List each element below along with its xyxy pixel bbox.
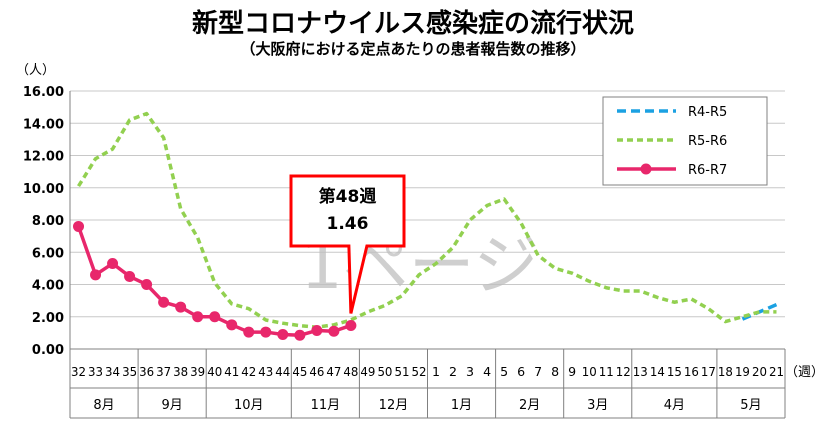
month-label: 3月 <box>587 398 608 413</box>
x-tick-label: 51 <box>394 364 409 379</box>
y-tick-label: 2.00 <box>32 311 64 326</box>
series <box>73 111 778 341</box>
x-tick-label: 50 <box>377 364 392 379</box>
x-tick-label: 35 <box>122 364 137 379</box>
x-tick-label: 21 <box>769 364 784 379</box>
x-tick-label: 4 <box>483 364 491 379</box>
x-tick-label: 33 <box>88 364 103 379</box>
x-tick-label: 34 <box>105 364 120 379</box>
x-tick-label: 11 <box>599 364 614 379</box>
y-tick-label: 10.00 <box>23 182 64 197</box>
callout: 第48週 1.46 <box>289 174 406 314</box>
callout-box <box>289 174 406 314</box>
data-point-R6-R7 <box>107 258 119 270</box>
x-tick-label: 20 <box>752 364 767 379</box>
legend-marker <box>640 163 652 175</box>
x-tick-label: 14 <box>650 364 665 379</box>
month-label: 4月 <box>664 398 685 413</box>
x-tick-label: 6 <box>517 364 525 379</box>
y-tick-label: 16.00 <box>23 85 64 100</box>
x-axis-unit: （週） <box>785 365 824 380</box>
x-tick-label: 2 <box>449 364 457 379</box>
x-tick-label: 49 <box>360 364 375 379</box>
x-tick-label: 39 <box>190 364 205 379</box>
x-tick-label: 13 <box>633 364 648 379</box>
data-point-R6-R7 <box>73 220 85 232</box>
data-point-R6-R7 <box>175 301 187 313</box>
month-label: 10月 <box>234 398 264 413</box>
x-tick-label: 47 <box>326 364 341 379</box>
month-label: 12月 <box>379 398 409 413</box>
data-point-R6-R7 <box>192 311 204 323</box>
data-point-R6-R7 <box>311 324 323 336</box>
callout-week: 第48週 <box>319 186 377 207</box>
x-tick-label: 9 <box>568 364 576 379</box>
callout-value: 1.46 <box>327 214 369 234</box>
y-tick-label: 14.00 <box>23 117 64 132</box>
data-point-R6-R7 <box>277 328 289 340</box>
x-tick-label: 38 <box>173 364 188 379</box>
x-tick-label: 43 <box>258 364 273 379</box>
x-tick-label: 17 <box>701 364 716 379</box>
x-tick-label: 42 <box>241 364 256 379</box>
data-point-R6-R7 <box>90 269 102 281</box>
legend: R4-R5 R5-R6 R6-R7 <box>602 96 768 186</box>
x-tick-label: 15 <box>667 364 682 379</box>
month-label: 9月 <box>162 398 183 413</box>
month-label: 8月 <box>93 398 114 413</box>
data-point-R6-R7 <box>260 326 272 338</box>
chart-title: 新型コロナウイルス感染症の流行状況 <box>192 8 634 39</box>
x-tick-label: 44 <box>275 364 290 379</box>
x-tick-label: 3 <box>466 364 474 379</box>
x-tick-label: 19 <box>735 364 750 379</box>
data-point-R6-R7 <box>243 326 255 338</box>
x-tick-label: 10 <box>582 364 597 379</box>
x-tick-label: 12 <box>616 364 631 379</box>
y-tick-label: 4.00 <box>32 279 64 294</box>
x-tick-label: 52 <box>411 364 426 379</box>
x-tick-label: 46 <box>309 364 324 379</box>
y-axis-unit: （人） <box>16 63 55 78</box>
x-tick-label: 36 <box>139 364 154 379</box>
x-tick-label: 1 <box>432 364 440 379</box>
series-line-R5-R6 <box>77 111 777 329</box>
x-tick-label: 18 <box>718 364 733 379</box>
x-tick-label: 41 <box>224 364 239 379</box>
month-label: 5月 <box>740 398 761 413</box>
x-tick-label: 48 <box>343 364 358 379</box>
month-label: 11月 <box>311 398 341 413</box>
x-tick-label: 7 <box>534 364 542 379</box>
chart-subtitle: （大阪府における定点あたりの患者報告数の推移） <box>240 40 585 58</box>
x-tick-label: 16 <box>684 364 699 379</box>
y-tick-label: 12.00 <box>23 150 64 165</box>
legend-label: R4-R5 <box>688 105 727 120</box>
data-point-R6-R7 <box>124 270 136 282</box>
month-label: 2月 <box>519 398 540 413</box>
data-point-R6-R7 <box>141 279 153 290</box>
x-tick-label: 45 <box>292 364 307 379</box>
legend-label: R5-R6 <box>688 134 727 149</box>
y-tick-label: 8.00 <box>32 214 64 229</box>
legend-label: R6-R7 <box>688 163 727 178</box>
data-point-R6-R7 <box>345 319 357 331</box>
x-tick-label: 8 <box>551 364 559 379</box>
y-axis: 0.00 2.00 4.00 6.00 8.00 10.00 12.00 14.00 16.00 <box>23 85 71 358</box>
data-point-R6-R7 <box>226 319 238 331</box>
data-point-R6-R7 <box>328 325 340 337</box>
data-point-R6-R7 <box>294 329 306 341</box>
y-tick-label: 6.00 <box>32 246 64 261</box>
month-label: 1月 <box>451 398 472 413</box>
x-tick-label: 37 <box>156 364 171 379</box>
x-tick-label: 40 <box>207 364 222 379</box>
data-point-R6-R7 <box>158 296 170 308</box>
y-tick-label: 0.00 <box>32 343 64 358</box>
x-tick-label: 5 <box>500 364 508 379</box>
data-point-R6-R7 <box>209 311 221 323</box>
x-axis: 32 33 34 35 36 37 38 39 40 41 42 43 44 45 46 47 48 49 50 51… <box>69 348 786 419</box>
x-tick-label: 32 <box>71 364 86 379</box>
